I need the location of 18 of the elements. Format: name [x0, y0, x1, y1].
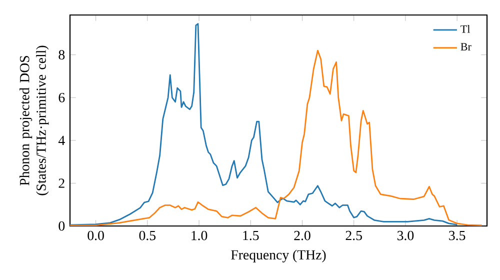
x-tick-label: 2.0	[294, 230, 310, 240]
y-tick-label: 8	[58, 50, 65, 60]
y-tick-label: 0	[58, 221, 65, 231]
x-tick-label: 3.5	[449, 230, 466, 240]
y-axis-title: Phonon projected DOS (States/THz·primitive cell)	[20, 46, 49, 196]
x-tick-label: 2.5	[346, 230, 362, 240]
line-series	[70, 50, 483, 226]
x-tick-label: 1.0	[192, 230, 208, 240]
x-tick-label: 1.5	[243, 230, 259, 240]
y-tick-label: 2	[58, 178, 64, 188]
y-tick-label: 6	[58, 92, 65, 102]
y-tick-label: 4	[58, 136, 65, 145]
x-tick-label: 0.5	[139, 230, 156, 240]
legend-label: Br	[460, 43, 472, 50]
legend-label: Tl	[460, 25, 470, 33]
x-tick-label: 3.0	[397, 230, 414, 240]
x-tick-label: 0.0	[88, 230, 104, 240]
x-axis-title: Frequency (THz)	[231, 250, 326, 262]
